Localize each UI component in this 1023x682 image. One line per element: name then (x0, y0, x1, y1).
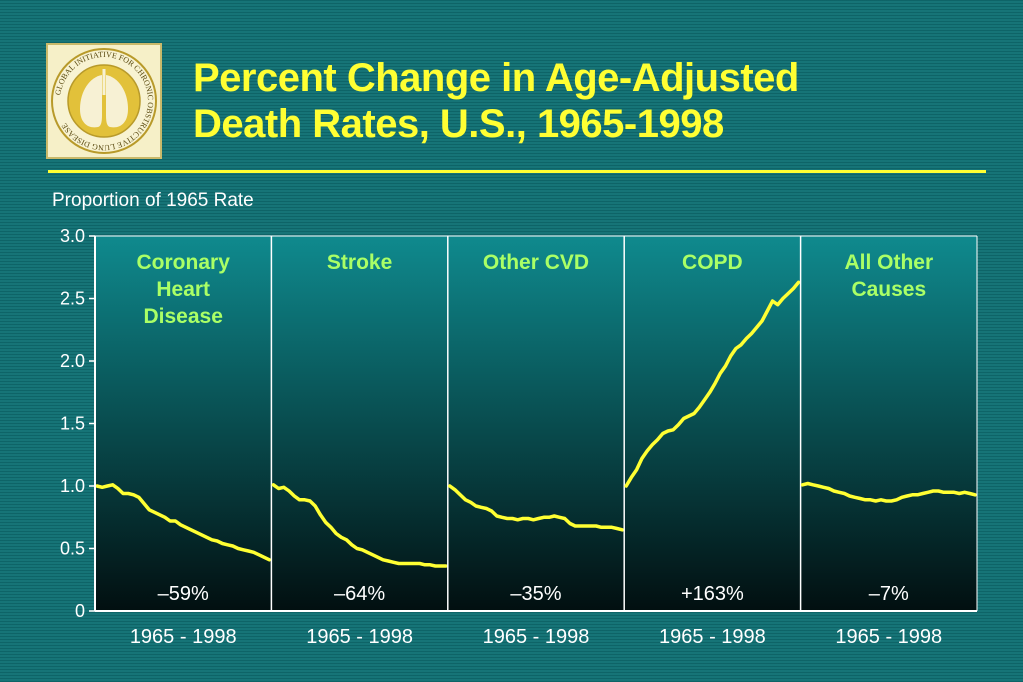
panel-label-line: COPD (682, 251, 743, 274)
title-line-1: Percent Change in Age-Adjusted (193, 56, 799, 100)
panel-label: Coronary Heart Disease (137, 251, 231, 328)
panel-label-line: Causes (851, 278, 926, 301)
x-axis-label: 1965 - 1998 (306, 626, 413, 648)
plot-area (95, 236, 977, 611)
panel-label: Stroke (327, 251, 392, 274)
y-tick-label: 1.5 (60, 414, 85, 434)
y-tick-label: 0 (75, 601, 85, 621)
gold-logo: GLOBAL INITIATIVE FOR CHRONIC OBSTRUCTIV… (46, 43, 162, 159)
lung-right-icon (106, 75, 128, 128)
panel-label-line: Other CVD (483, 251, 589, 274)
panel-label: COPD (682, 251, 743, 274)
plot-marks: 0 0.5 1.0 1.5 2.0 2.5 3.0 Coronary Heart Disease –… (60, 226, 978, 648)
panel-label-line: All Other (844, 251, 933, 274)
series-line (271, 483, 448, 568)
lung-left-icon (80, 75, 102, 128)
percent-change-label: +163% (681, 583, 744, 605)
series-line (95, 483, 272, 562)
x-axis-label: 1965 - 1998 (659, 626, 766, 648)
plot-background (95, 236, 977, 611)
panel-label-line: Disease (143, 305, 222, 328)
x-axis-label: 1965 - 1998 (130, 626, 237, 648)
series-line (800, 481, 977, 503)
title-line-2: Death Rates, U.S., 1965-1998 (193, 102, 724, 146)
panel-label: All Other Causes (844, 251, 933, 301)
y-tick-label: 0.5 (60, 539, 85, 559)
page-title: Percent Change in Age-Adjusted Death Rat… (193, 55, 993, 147)
y-tick-label: 2.5 (60, 289, 85, 309)
series-line (624, 280, 801, 488)
y-axis-label: Proportion of 1965 Rate (52, 190, 254, 211)
y-tick-label: 3.0 (60, 226, 85, 246)
y-tick-label: 1.0 (60, 476, 85, 496)
x-axis-label: 1965 - 1998 (483, 626, 590, 648)
title-rule (48, 170, 986, 173)
percent-change-label: –35% (510, 583, 561, 605)
series-line (448, 484, 624, 532)
y-tick-label: 2.0 (60, 351, 85, 371)
percent-change-label: –59% (158, 583, 209, 605)
percent-change-label: –7% (869, 583, 909, 605)
panel-label-line: Coronary (137, 251, 231, 274)
x-axis-label: 1965 - 1998 (835, 626, 942, 648)
panel-label: Other CVD (483, 251, 589, 274)
percent-change-label: –64% (334, 583, 385, 605)
panel-label-line: Stroke (327, 251, 392, 274)
panel-label-line: Heart (156, 278, 210, 301)
